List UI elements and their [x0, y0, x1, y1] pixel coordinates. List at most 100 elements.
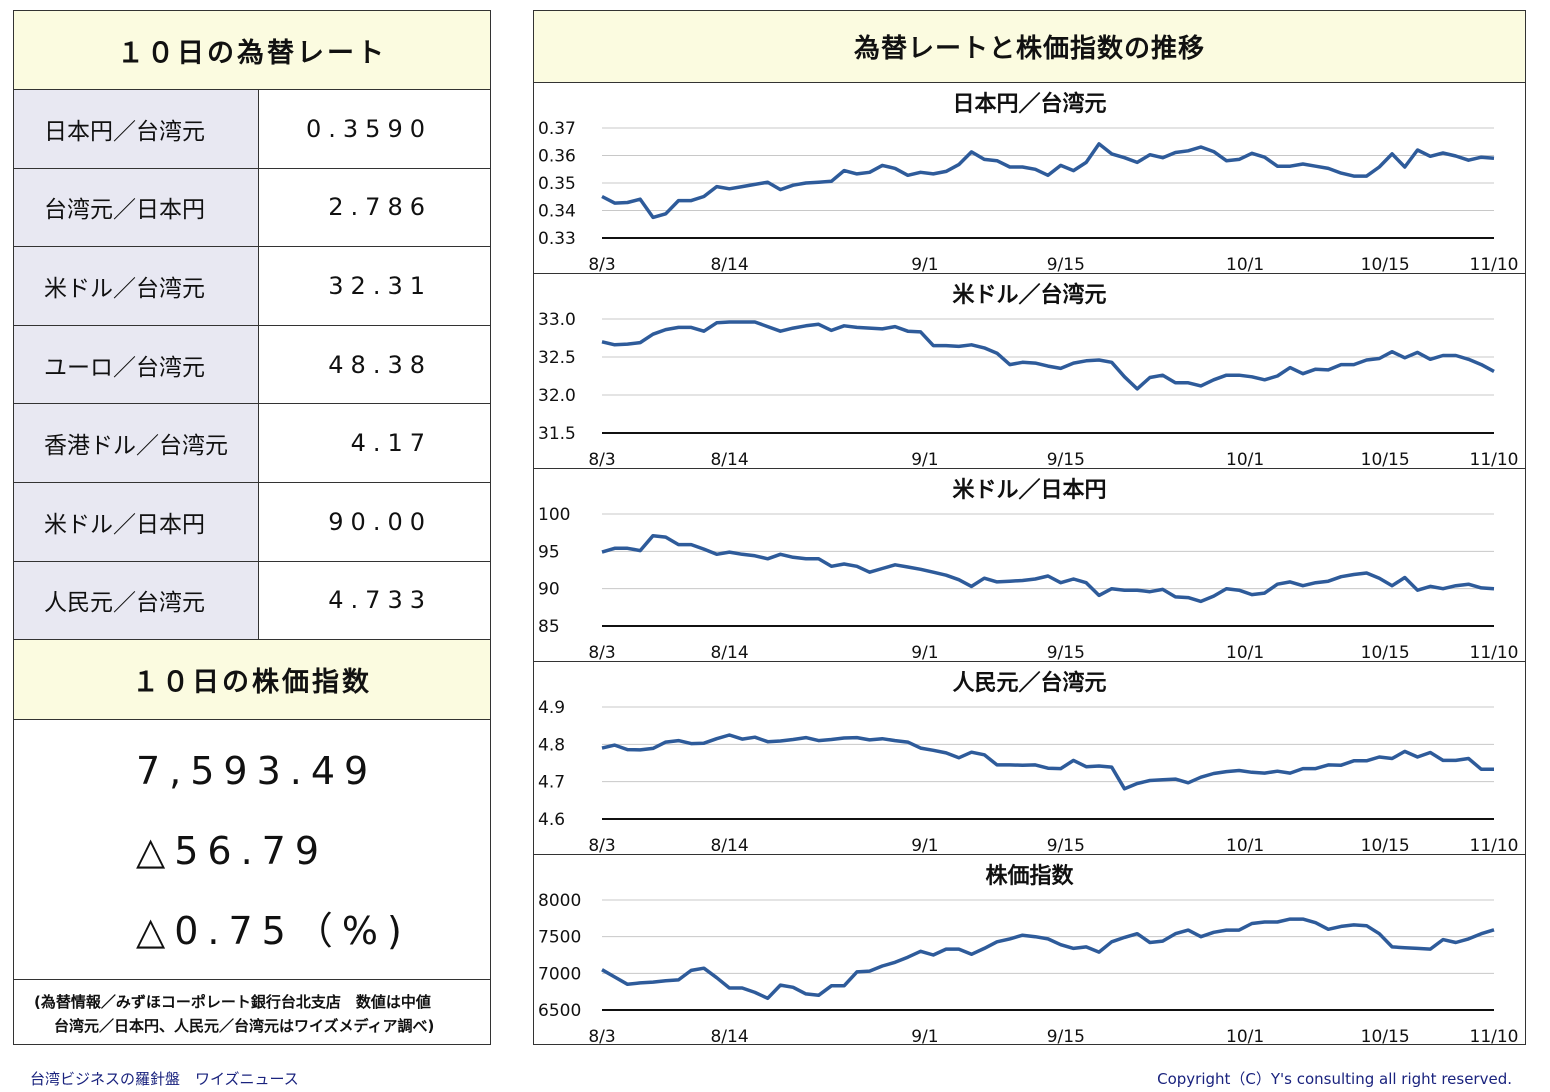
index-change: △56.79 — [136, 829, 329, 874]
chart-title: 株価指数 — [985, 864, 1074, 889]
chart-title: 米ドル／台湾元 — [952, 283, 1107, 308]
rate-row: 日本円／台湾元 0.3590 — [14, 90, 490, 169]
y-tick-label: 4.7 — [538, 773, 565, 793]
charts-panel: 為替レートと株価指数の推移 日本円／台湾元 0.33 0.34 0.35 0.36 0.3… — [533, 10, 1526, 1046]
x-tick-label: 11/10 — [1470, 450, 1519, 469]
rate-row: 米ドル／日本円 90.00 — [14, 482, 490, 562]
series-line — [601, 533, 1495, 604]
rate-row: 台湾元／日本円 2.786 — [14, 168, 490, 248]
index-box: 7,593.49 △56.79 △0.75（%) — [14, 720, 490, 981]
y-tick-label: 85 — [538, 617, 560, 637]
y-tick-label: 0.35 — [538, 174, 576, 194]
x-tick-label: 9/1 — [911, 1027, 938, 1046]
index-change-pct: △0.75（%) — [136, 909, 411, 954]
series-line — [601, 733, 1494, 791]
y-tick-label: 31.5 — [538, 424, 576, 444]
x-tick-label: 10/1 — [1226, 450, 1264, 469]
x-tick-label: 11/10 — [1470, 1027, 1519, 1046]
rate-row: 米ドル／台湾元 32.31 — [14, 247, 490, 326]
y-tick-label: 0.37 — [538, 119, 576, 139]
y-tick-label: 100 — [538, 505, 570, 525]
rate-value: 4.17 — [350, 429, 432, 458]
footer-brand: 台湾ビジネスの羅針盤 ワイズニュース — [30, 1070, 299, 1088]
x-tick-label: 10/1 — [1226, 255, 1264, 274]
y-tick-label: 7000 — [538, 964, 581, 984]
x-tick-label: 9/15 — [1047, 1027, 1085, 1046]
rate-row: 人民元／台湾元 4.733 — [14, 561, 490, 641]
rate-label: 米ドル／台湾元 — [14, 247, 259, 325]
rate-label: 香港ドル／台湾元 — [14, 404, 259, 482]
x-tick-label: 9/15 — [1047, 643, 1085, 662]
rates-header: １０日の為替レート — [14, 11, 490, 90]
x-tick-label: 11/10 — [1470, 255, 1519, 274]
y-tick-label: 6500 — [538, 1001, 581, 1021]
chart-svg: 0.33 0.34 0.35 0.36 0.37 8/3 8/14 9/1 9/15 10/1 10… — [538, 119, 1519, 274]
charts-container: 日本円／台湾元 0.33 0.34 0.35 0.36 0.37 8/3 8/14 9/1 9/1… — [534, 83, 1525, 1046]
x-tick-label: 8/3 — [588, 450, 615, 469]
y-tick-label: 4.8 — [538, 735, 565, 755]
y-tick-label: 7500 — [538, 928, 581, 948]
x-tick-label: 8/14 — [710, 1027, 748, 1046]
chart-title: 日本円／台湾元 — [952, 92, 1107, 117]
y-tick-label: 95 — [538, 542, 560, 562]
x-tick-label: 9/15 — [1047, 255, 1085, 274]
source-line-1: (為替情報／みずほコーポレート銀行台北支店 数値は中値 — [34, 993, 431, 1012]
series-line — [601, 142, 1495, 220]
x-tick-label: 9/15 — [1047, 450, 1085, 469]
rate-label: 日本円／台湾元 — [14, 90, 259, 168]
x-tick-label: 9/1 — [911, 255, 938, 274]
chart-svg: 31.5 32.0 32.5 33.0 8/3 8/14 9/1 9/15 10/1 10/15 1… — [538, 310, 1519, 469]
x-tick-label: 10/1 — [1226, 1027, 1264, 1046]
x-tick-label: 10/1 — [1226, 643, 1264, 662]
x-tick-label: 9/1 — [911, 643, 938, 662]
y-tick-label: 90 — [538, 580, 560, 600]
rate-label: ユーロ／台湾元 — [14, 325, 259, 404]
rate-row: 香港ドル／台湾元 4.17 — [14, 404, 490, 483]
y-tick-label: 4.9 — [538, 698, 565, 718]
x-tick-label: 10/1 — [1226, 836, 1264, 855]
chart-svg: 85 90 95 100 8/3 8/14 9/1 9/15 10/1 10/15 11/10 — [538, 505, 1519, 662]
x-tick-label: 9/15 — [1047, 836, 1085, 855]
rate-row: ユーロ／台湾元 48.38 — [14, 325, 490, 405]
x-tick-label: 10/15 — [1361, 1027, 1410, 1046]
rate-value: 32.31 — [328, 271, 432, 300]
chart-5: 株価指数 6500 7000 7500 8000 8/3 8/14 9/1 9/15 10/1 10… — [534, 855, 1525, 1046]
x-tick-label: 8/3 — [588, 255, 615, 274]
index-header: １０日の株価指数 — [14, 640, 490, 721]
chart-svg: 6500 7000 7500 8000 8/3 8/14 9/1 9/15 10/1 10/15 1… — [538, 891, 1519, 1046]
x-tick-label: 10/15 — [1361, 836, 1410, 855]
rate-value: 0.3590 — [306, 114, 432, 143]
rate-label: 米ドル／日本円 — [14, 482, 259, 561]
y-tick-label: 4.6 — [538, 810, 565, 830]
x-tick-label: 8/3 — [588, 643, 615, 662]
chart-svg: 4.6 4.7 4.8 4.9 8/3 8/14 9/1 9/15 10/1 10/15 11/10 — [538, 698, 1519, 855]
chart-4: 人民元／台湾元 4.6 4.7 4.8 4.9 8/3 8/14 9/1 9/15 10/1 10/… — [534, 662, 1525, 855]
x-tick-label: 11/10 — [1470, 643, 1519, 662]
x-tick-label: 8/14 — [710, 643, 748, 662]
source-line-2: 台湾元／日本円、人民元／台湾元はワイズメディア調べ) — [54, 1017, 435, 1036]
source-note: (為替情報／みずほコーポレート銀行台北支店 数値は中値 台湾元／日本円、人民元／… — [14, 980, 490, 1038]
x-tick-label: 10/15 — [1361, 450, 1410, 469]
y-tick-label: 32.0 — [538, 386, 576, 406]
chart-title: 人民元／台湾元 — [952, 671, 1107, 696]
y-tick-label: 8000 — [538, 891, 581, 911]
rates-table: 日本円／台湾元 0.3590 台湾元／日本円 2.786 米ドル／台湾元 32.31 ユーロ… — [14, 90, 490, 641]
rate-label: 人民元／台湾元 — [14, 561, 259, 640]
charts-title: 為替レートと株価指数の推移 — [534, 11, 1525, 83]
x-tick-label: 8/14 — [710, 255, 748, 274]
y-tick-label: 32.5 — [538, 348, 576, 368]
x-tick-label: 11/10 — [1470, 836, 1519, 855]
rate-value: 48.38 — [328, 350, 432, 379]
y-tick-label: 33.0 — [538, 310, 576, 330]
rate-label: 台湾元／日本円 — [14, 168, 259, 247]
chart-3: 米ドル／日本円 85 90 95 100 8/3 8/14 9/1 9/15 10/1 10/15 1… — [534, 469, 1525, 662]
x-tick-label: 8/14 — [710, 450, 748, 469]
x-tick-label: 8/3 — [588, 836, 615, 855]
chart-title: 米ドル／日本円 — [952, 478, 1107, 503]
x-tick-label: 10/15 — [1361, 255, 1410, 274]
x-tick-label: 9/1 — [911, 450, 938, 469]
y-tick-label: 0.33 — [538, 229, 576, 249]
rate-value: 4.733 — [328, 586, 432, 615]
x-tick-label: 9/1 — [911, 836, 938, 855]
rate-value: 2.786 — [328, 193, 432, 222]
